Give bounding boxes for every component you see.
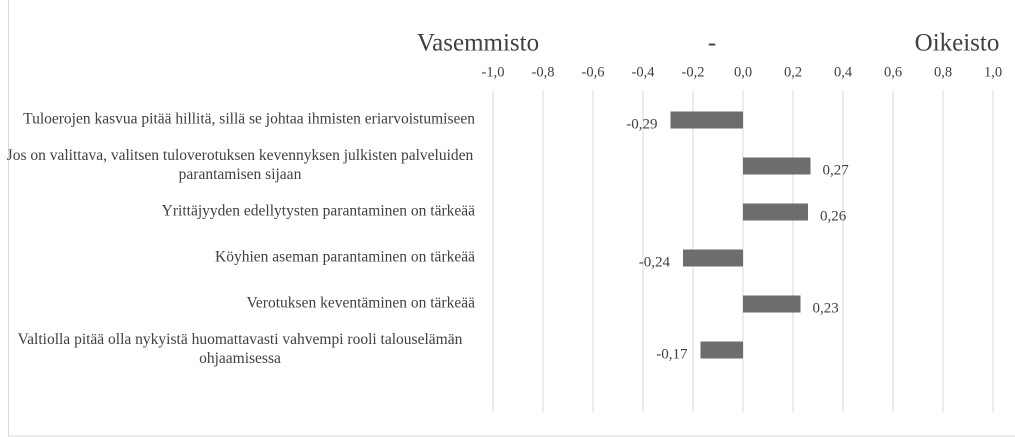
value-label: 0,23 [813, 300, 839, 316]
category-label: Yrittäjyyden edellytysten parantaminen o… [5, 202, 475, 221]
x-tick-label: 1,0 [984, 64, 1002, 80]
x-tick-label: -0,8 [532, 64, 555, 80]
category-label: Valtiolla pitää olla nykyistä huomattava… [5, 330, 475, 368]
x-tick-label: 0,8 [934, 64, 952, 80]
category-text: Valtiolla pitää olla nykyistä huomattava… [17, 331, 463, 367]
x-tick-label: -0,2 [682, 64, 705, 80]
bar [700, 341, 743, 359]
bar [743, 157, 811, 175]
value-label: -0,24 [639, 254, 671, 270]
value-label: -0,17 [656, 346, 688, 362]
bar [743, 295, 801, 313]
category-label: Köyhien aseman parantaminen on tärkeää [5, 248, 475, 267]
center-annotation: - [708, 30, 716, 57]
x-tick-label: 0,4 [834, 64, 853, 80]
category-text: Yrittäjyyden edellytysten parantaminen o… [161, 202, 475, 220]
category-label: Verotuksen keventäminen on tärkeää [5, 294, 475, 313]
x-tick-label: 0,6 [884, 64, 902, 80]
left-annotation: Vasemmisto [417, 30, 539, 57]
value-label: -0,29 [626, 116, 657, 132]
right-annotation: Oikeisto [915, 30, 1000, 57]
category-label: Jos on valittava, valitsen tuloverotukse… [5, 146, 475, 184]
x-tick-label: 0,0 [734, 64, 752, 80]
x-tick-label: -0,4 [632, 64, 656, 80]
bar [743, 203, 808, 221]
category-text: Tuloerojen kasvua pitää hillitä, sillä s… [23, 110, 475, 128]
value-label: 0,27 [823, 162, 850, 178]
bar [683, 249, 743, 267]
value-label: 0,26 [820, 208, 847, 224]
category-text: Köyhien aseman parantaminen on tärkeää [215, 248, 475, 266]
category-text: Jos on valittava, valitsen tuloverotukse… [6, 147, 474, 183]
bar [670, 111, 743, 129]
x-tick-label: -1,0 [482, 64, 505, 80]
x-tick-label: 0,2 [784, 64, 802, 80]
category-text: Verotuksen keventäminen on tärkeää [246, 294, 475, 312]
chart-border [8, 0, 1015, 437]
x-tick-label: -0,6 [582, 64, 605, 80]
category-label: Tuloerojen kasvua pitää hillitä, sillä s… [5, 110, 475, 129]
